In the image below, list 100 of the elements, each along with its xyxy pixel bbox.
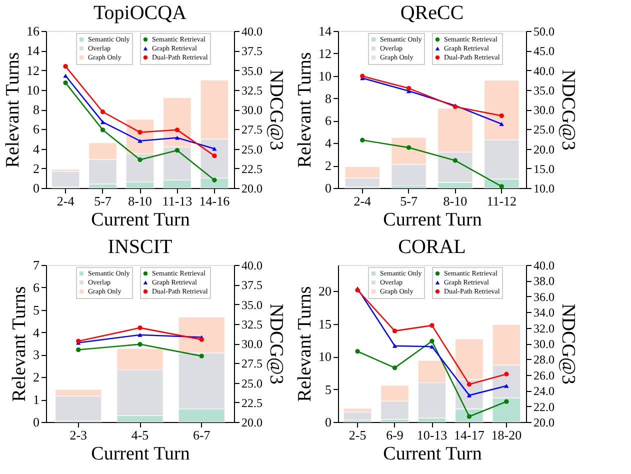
y2-tick-label: 36.0 — [534, 290, 554, 304]
y-tick-label: 10 — [318, 68, 332, 84]
y2-tick-label: 20.0 — [534, 142, 554, 156]
y-tick-label: 15 — [318, 316, 332, 332]
y-tick-label: 2 — [325, 158, 332, 174]
y2-tick-label: 35.0 — [242, 64, 262, 78]
y2-tick-label: 30.0 — [534, 337, 554, 351]
x-axis-title: Current Turn — [91, 444, 190, 464]
y2-tick-label: 22.5 — [242, 396, 262, 410]
x-tick-label: 6-9 — [386, 428, 404, 442]
x-tick-label: 8-10 — [443, 194, 468, 208]
y-tick-label: 7 — [33, 258, 40, 272]
y2-tick-label: 30.0 — [534, 103, 554, 117]
y2-axis-title: NDCG@3 — [558, 70, 578, 150]
y2-tick-label: 10.0 — [534, 182, 554, 196]
y2-tick-label: 27.5 — [242, 356, 262, 371]
x-tick-label: 11-12 — [486, 194, 517, 208]
x-tick-label: 18-20 — [491, 428, 522, 442]
y2-tick-label: 15.0 — [534, 162, 554, 176]
y2-tick-label: 25.0 — [242, 142, 262, 156]
y-tick-label: 4 — [33, 141, 40, 156]
y2-tick-label: 45.0 — [534, 44, 554, 58]
y-tick-label: 1 — [33, 392, 40, 408]
y-tick-label: 10 — [318, 349, 332, 364]
y-axis-title: Relevant Turns — [9, 286, 30, 402]
y2-axis-title: NDCG@3 — [558, 304, 578, 384]
y-tick-label: 14 — [26, 43, 40, 58]
y-tick-label: 4 — [325, 136, 332, 151]
y-tick-label: 4 — [33, 324, 40, 340]
y2-axis-title: NDCG@3 — [266, 304, 286, 384]
y-tick-label: 5 — [33, 302, 40, 318]
chart-title: QReCC — [400, 2, 464, 24]
y2-tick-label: 32.5 — [242, 83, 262, 98]
y-tick-label: 20 — [318, 284, 332, 299]
chart-title: INSCIT — [108, 236, 172, 258]
y2-tick-label: 25.0 — [534, 122, 554, 137]
y-tick-label: 14 — [318, 24, 332, 38]
y2-tick-label: 50.0 — [534, 24, 554, 38]
y2-tick-label: 25.0 — [242, 376, 262, 390]
y-axis-title: Relevant Turns — [294, 52, 316, 168]
y-axis-title: Relevant Turns — [2, 52, 24, 168]
chart-title: TopiOCQA — [93, 2, 188, 24]
y-tick-label: 8 — [33, 102, 40, 117]
y2-tick-label: 35.0 — [242, 298, 262, 312]
y-tick-label: 2 — [33, 160, 40, 176]
y2-tick-label: 22.5 — [242, 162, 262, 176]
y-tick-label: 5 — [325, 382, 332, 397]
y2-tick-label: 40.0 — [534, 64, 554, 78]
y2-tick-label: 37.5 — [242, 278, 262, 292]
y-tick-label: 12 — [318, 46, 332, 61]
y2-tick-label: 32.0 — [534, 321, 554, 336]
y2-tick-label: 35.0 — [534, 83, 554, 98]
x-tick-label: 4-5 — [131, 428, 149, 442]
y2-tick-label: 28.0 — [534, 352, 554, 367]
y-tick-label: 12 — [26, 62, 40, 78]
y2-tick-label: 20.0 — [242, 416, 262, 430]
y2-tick-label: 32.5 — [242, 317, 262, 332]
y-tick-label: 6 — [33, 280, 40, 295]
x-axis-title: Current Turn — [91, 210, 190, 230]
x-tick-label: 5-7 — [400, 194, 418, 208]
y-tick-label: 0 — [33, 414, 40, 430]
y-tick-label: 6 — [33, 122, 40, 137]
x-tick-label: 5-7 — [94, 194, 112, 208]
y-tick-label: 8 — [325, 90, 332, 106]
y2-tick-label: 22.0 — [534, 400, 554, 414]
y-tick-label: 0 — [33, 180, 40, 196]
y-tick-label: 0 — [325, 180, 332, 196]
y2-axis-title: NDCG@3 — [266, 70, 286, 150]
x-tick-label: 2-3 — [70, 428, 88, 442]
y2-tick-label: 20.0 — [242, 182, 262, 196]
y2-tick-label: 38.0 — [534, 274, 554, 288]
y2-tick-label: 20.0 — [534, 416, 554, 430]
x-tick-label: 14-16 — [199, 194, 230, 208]
y-tick-label: 6 — [325, 113, 332, 128]
y2-tick-label: 37.5 — [242, 44, 262, 58]
x-tick-label: 8-10 — [128, 194, 152, 208]
y-axis-title: Relevant Turns — [294, 286, 316, 402]
y-tick-label: 16 — [26, 24, 40, 38]
x-tick-label: 11-13 — [162, 194, 192, 208]
x-tick-label: 2-5 — [348, 428, 366, 442]
x-tick-label: 2-4 — [354, 194, 372, 208]
y2-tick-label: 40.0 — [534, 258, 554, 272]
y-tick-label: 3 — [33, 347, 40, 362]
y-tick-label: 0 — [325, 414, 332, 430]
y2-tick-label: 40.0 — [242, 24, 262, 38]
x-axis-title: Current Turn — [383, 210, 482, 230]
y2-tick-label: 26.0 — [534, 368, 554, 382]
x-tick-label: 6-7 — [192, 428, 211, 442]
y2-tick-label: 27.5 — [242, 122, 262, 137]
y2-tick-label: 30.0 — [242, 103, 262, 117]
y2-tick-label: 40.0 — [242, 258, 262, 272]
x-tick-label: 14-17 — [454, 428, 485, 442]
y-tick-label: 10 — [26, 82, 40, 98]
y2-tick-label: 34.0 — [534, 306, 554, 320]
y2-tick-label: 24.0 — [534, 384, 554, 398]
x-axis-title: Current Turn — [383, 444, 482, 464]
x-tick-label: 10-13 — [416, 428, 448, 442]
y2-tick-label: 30.0 — [242, 337, 262, 351]
y-tick-label: 2 — [33, 370, 40, 385]
chart-title: CORAL — [398, 236, 466, 258]
